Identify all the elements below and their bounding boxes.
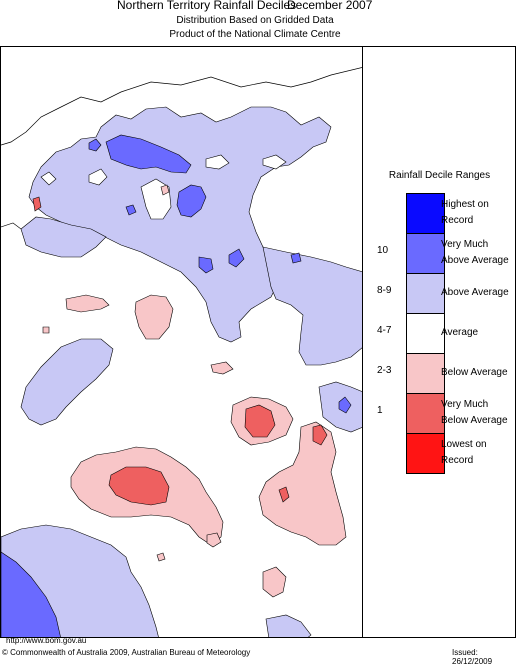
east-above-average [262, 246, 362, 366]
coastal-above-average [20, 216, 107, 258]
legend-label: Very Much Below Average [441, 397, 516, 429]
legend-panel: Rainfall Decile Ranges Highest on Record V… [363, 46, 516, 638]
legend-label-line: Above Average [441, 255, 509, 266]
tiny-below-3 [156, 552, 166, 562]
west-central-above-average [20, 338, 114, 426]
legend-label-line: Very Much [441, 239, 489, 250]
legend-label-line: Very Much [441, 399, 489, 410]
small-east-above-average [265, 614, 312, 637]
legend-swatch [406, 313, 445, 354]
legend-label-line: Record [441, 455, 474, 466]
east-edge-blob [338, 396, 352, 414]
small-blob-2 [198, 256, 214, 274]
map-subtitle-2: Product of the National Climate Centre [169, 29, 341, 40]
legend-swatch [406, 393, 445, 434]
legend-label: Below Average [441, 367, 508, 378]
tiny-below-1 [42, 326, 50, 334]
map-date: December 2007 [287, 0, 373, 12]
legend-swatch [406, 433, 445, 474]
west-coast [1, 222, 22, 230]
east2-below-average [258, 421, 347, 546]
legend-range: 8-9 [377, 285, 392, 296]
legend-swatch [406, 353, 445, 394]
very-much-below-average-regions [32, 196, 328, 506]
legend-range: 4-7 [377, 325, 392, 336]
rainfall-decile-map [1, 47, 362, 637]
north-dark-blob [105, 134, 192, 174]
map-panel [0, 46, 363, 638]
south-red-core [108, 466, 170, 506]
legend-swatch [406, 273, 445, 314]
legend-label-line: Lowest on [441, 439, 487, 450]
average-pockets [40, 154, 287, 220]
map-header: Northern Territory Rainfall Deciles Dece… [0, 0, 516, 14]
footer-copyright: © Commonwealth of Australia 2009, Austra… [2, 648, 251, 657]
small-below-1 [210, 361, 234, 375]
legend-title: Rainfall Decile Ranges [388, 170, 491, 181]
legend-label: Highest on Record [441, 197, 516, 229]
south-small-below [262, 566, 287, 598]
coastline [1, 67, 362, 146]
legend-label: Average [441, 327, 479, 338]
west-coast-red [32, 196, 42, 212]
west-below-average [65, 294, 110, 313]
central-blob [176, 184, 207, 218]
legend-swatch [406, 233, 445, 274]
small-blob-4 [290, 252, 302, 264]
pocket-4 [262, 154, 287, 170]
legend-swatch [406, 193, 445, 234]
map-title: Northern Territory Rainfall Deciles [117, 0, 297, 12]
tiny-below-2 [206, 532, 222, 548]
very-much-above-average-regions [1, 134, 352, 637]
east-red-tiny [278, 486, 290, 503]
legend-label-line: Below Average [441, 415, 508, 426]
legend-range: 1 [377, 405, 383, 416]
map-subtitle-1: Distribution Based on Gridded Data [176, 15, 334, 26]
north-small-blob [88, 138, 102, 152]
footer-issued: Issued: 26/12/2009 [452, 648, 493, 666]
pocket-1 [88, 168, 108, 186]
central-below-average [134, 294, 174, 340]
east-red-small [312, 424, 328, 446]
pocket-2 [205, 154, 230, 170]
small-blob-1 [125, 204, 137, 216]
above-average-regions [1, 106, 362, 637]
southwest-blue [1, 551, 61, 637]
legend-label: Very Much Above Average [441, 237, 516, 269]
small-blob-3 [228, 248, 245, 268]
legend-label-line: Record [441, 215, 474, 226]
legend-range: 2-3 [377, 365, 392, 376]
top-end-above-average [28, 106, 332, 343]
east-red-core [244, 404, 276, 438]
coastline-sea-mask [1, 47, 362, 145]
pocket-5 [40, 171, 57, 186]
small-below-2 [160, 184, 170, 196]
legend-label-line: Highest on [441, 199, 489, 210]
legend-label: Lowest on Record [441, 437, 516, 469]
legend-label: Above Average [441, 287, 509, 298]
footer-url[interactable]: http://www.bom.gov.au [6, 636, 87, 645]
legend-range: 10 [377, 245, 389, 256]
